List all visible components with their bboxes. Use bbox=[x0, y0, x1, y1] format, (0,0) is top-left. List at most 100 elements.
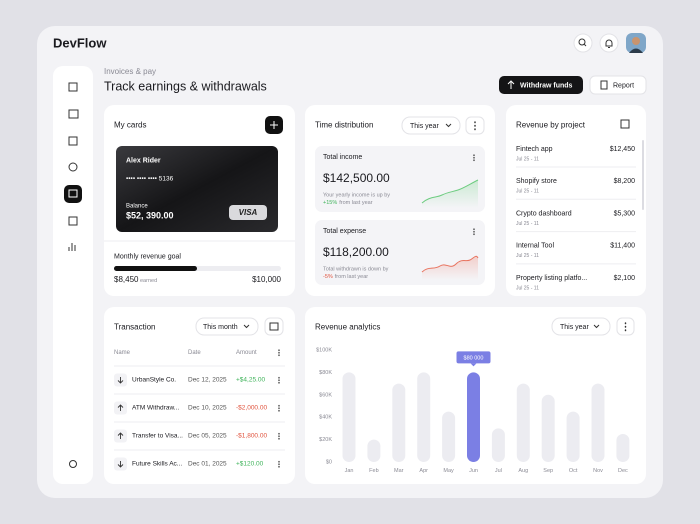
stat-note-after: from last year bbox=[335, 274, 368, 280]
transaction-amount: +$120.00 bbox=[236, 461, 264, 468]
stat-change-line: -5% from last year bbox=[323, 274, 368, 280]
project-date: Jul 25 - 11 bbox=[516, 253, 539, 259]
bar bbox=[491, 428, 505, 462]
y-tick-label: $80K bbox=[319, 370, 332, 376]
panel-title: Revenue by project bbox=[516, 121, 586, 130]
x-tick-label: Jan bbox=[345, 468, 354, 474]
expense-sparkline bbox=[421, 255, 479, 273]
goal-progress bbox=[114, 266, 197, 271]
open-button[interactable] bbox=[620, 119, 630, 129]
stat-label: Total expense bbox=[323, 228, 366, 235]
withdraw-button[interactable] bbox=[499, 76, 583, 94]
x-tick-label: Oct bbox=[569, 468, 578, 474]
bar bbox=[591, 383, 605, 462]
x-tick-label: Nov bbox=[593, 468, 603, 474]
transaction-name: Future Skills Ac... bbox=[132, 461, 182, 468]
column-header: Amount bbox=[236, 350, 257, 356]
project-name: Property listing platfo... bbox=[516, 275, 587, 282]
open-button[interactable] bbox=[264, 317, 284, 336]
project-amount: $2,100 bbox=[614, 275, 636, 282]
goal-note: earned bbox=[140, 278, 157, 284]
withdraw-label: Withdraw funds bbox=[520, 82, 573, 89]
transaction-name: ATM Withdraw... bbox=[132, 405, 179, 412]
bar bbox=[342, 372, 356, 462]
transaction-amount: +$4,25.00 bbox=[236, 377, 265, 384]
x-tick-label: May bbox=[443, 468, 454, 474]
stat-note: Your yearly income is up by bbox=[323, 192, 390, 198]
filter-dropdown[interactable] bbox=[195, 317, 259, 336]
filter-dropdown[interactable] bbox=[401, 116, 461, 135]
project-amount: $8,200 bbox=[614, 178, 636, 185]
logo: DevFlow bbox=[53, 35, 107, 50]
sidebar-icons[interactable] bbox=[64, 82, 82, 468]
search-button[interactable] bbox=[573, 33, 593, 53]
stat-note-after: from last year bbox=[339, 200, 372, 206]
value-label: $80 000 bbox=[464, 355, 484, 361]
column-header: Name bbox=[114, 350, 131, 356]
scrollbar bbox=[642, 140, 644, 210]
project-name: Crypto dashboard bbox=[516, 210, 572, 217]
filter-label: This year bbox=[410, 123, 439, 130]
transaction-panel bbox=[104, 307, 295, 484]
project-name: Fintech app bbox=[516, 146, 553, 153]
y-tick-label: $0 bbox=[326, 459, 332, 465]
x-tick-label: Mar bbox=[394, 468, 404, 474]
x-tick-label: Aug bbox=[518, 468, 528, 474]
goal-target: $10,000 bbox=[252, 275, 281, 284]
transaction-amount: -$2,000.00 bbox=[236, 405, 267, 412]
sidebar bbox=[53, 66, 93, 484]
goal-current: $8,450 bbox=[114, 275, 139, 284]
stat-amount: $118,200.00 bbox=[323, 245, 389, 259]
bar bbox=[616, 434, 630, 462]
panel-title: Revenue analytics bbox=[315, 323, 380, 332]
transaction-amount: -$1,800.00 bbox=[236, 433, 267, 440]
arrow bbox=[117, 377, 124, 384]
project-amount: $5,300 bbox=[614, 210, 636, 217]
report-label: Report bbox=[613, 82, 634, 89]
project-name: Shopify store bbox=[516, 178, 557, 185]
x-tick-label: Sep bbox=[543, 468, 553, 474]
y-tick-label: $20K bbox=[319, 437, 332, 443]
revenue-project-panel bbox=[506, 105, 646, 296]
project-name: Internal Tool bbox=[516, 243, 554, 250]
card-number: •••• •••• •••• 5136 bbox=[126, 176, 174, 183]
breadcrumb: Invoices & pay bbox=[104, 67, 156, 76]
bar bbox=[566, 411, 580, 462]
goal-label: Monthly revenue goal bbox=[114, 253, 181, 260]
tooltip-tip bbox=[470, 363, 477, 367]
bar bbox=[392, 383, 406, 462]
stat-label: Total income bbox=[323, 154, 362, 161]
stat-change: +15% bbox=[323, 200, 337, 206]
x-tick-label: Jul bbox=[495, 468, 502, 474]
y-tick-label: $100K bbox=[316, 347, 332, 353]
income-sparkline bbox=[421, 179, 479, 204]
bar bbox=[442, 411, 456, 462]
balance-amount: $52, 390.00 bbox=[126, 210, 174, 220]
y-tick-label: $60K bbox=[319, 392, 332, 398]
stat-note: Total withdrawn is down by bbox=[323, 266, 389, 272]
stat-change: -5% bbox=[323, 274, 333, 280]
project-date: Jul 25 - 11 bbox=[516, 221, 539, 227]
stat-amount: $142,500.00 bbox=[323, 171, 390, 185]
transaction-name: UrbanStyle Co. bbox=[132, 377, 176, 384]
x-tick-label: Feb bbox=[369, 468, 378, 474]
transaction-date: Dec 01, 2025 bbox=[188, 461, 227, 468]
panel-title: My cards bbox=[114, 121, 146, 130]
transaction-date: Dec 12, 2025 bbox=[188, 377, 227, 384]
bar bbox=[417, 372, 431, 462]
panel-title: Transaction bbox=[114, 323, 156, 332]
filter-label: This month bbox=[203, 324, 238, 331]
notification-button[interactable] bbox=[599, 33, 619, 53]
x-tick-label: Dec bbox=[618, 468, 628, 474]
bar bbox=[467, 372, 480, 462]
card-holder: Alex Rider bbox=[126, 157, 161, 164]
transaction-name: Transfer to Visa... bbox=[132, 433, 183, 440]
transaction-date: Dec 05, 2025 bbox=[188, 433, 227, 440]
filter-dropdown[interactable] bbox=[551, 317, 611, 336]
project-amount: $12,450 bbox=[610, 146, 635, 153]
project-amount: $11,400 bbox=[610, 243, 635, 250]
arrow bbox=[117, 404, 124, 411]
transaction-date: Dec 10, 2025 bbox=[188, 405, 227, 412]
y-tick-label: $40K bbox=[319, 415, 332, 421]
filter-label: This year bbox=[560, 324, 589, 331]
